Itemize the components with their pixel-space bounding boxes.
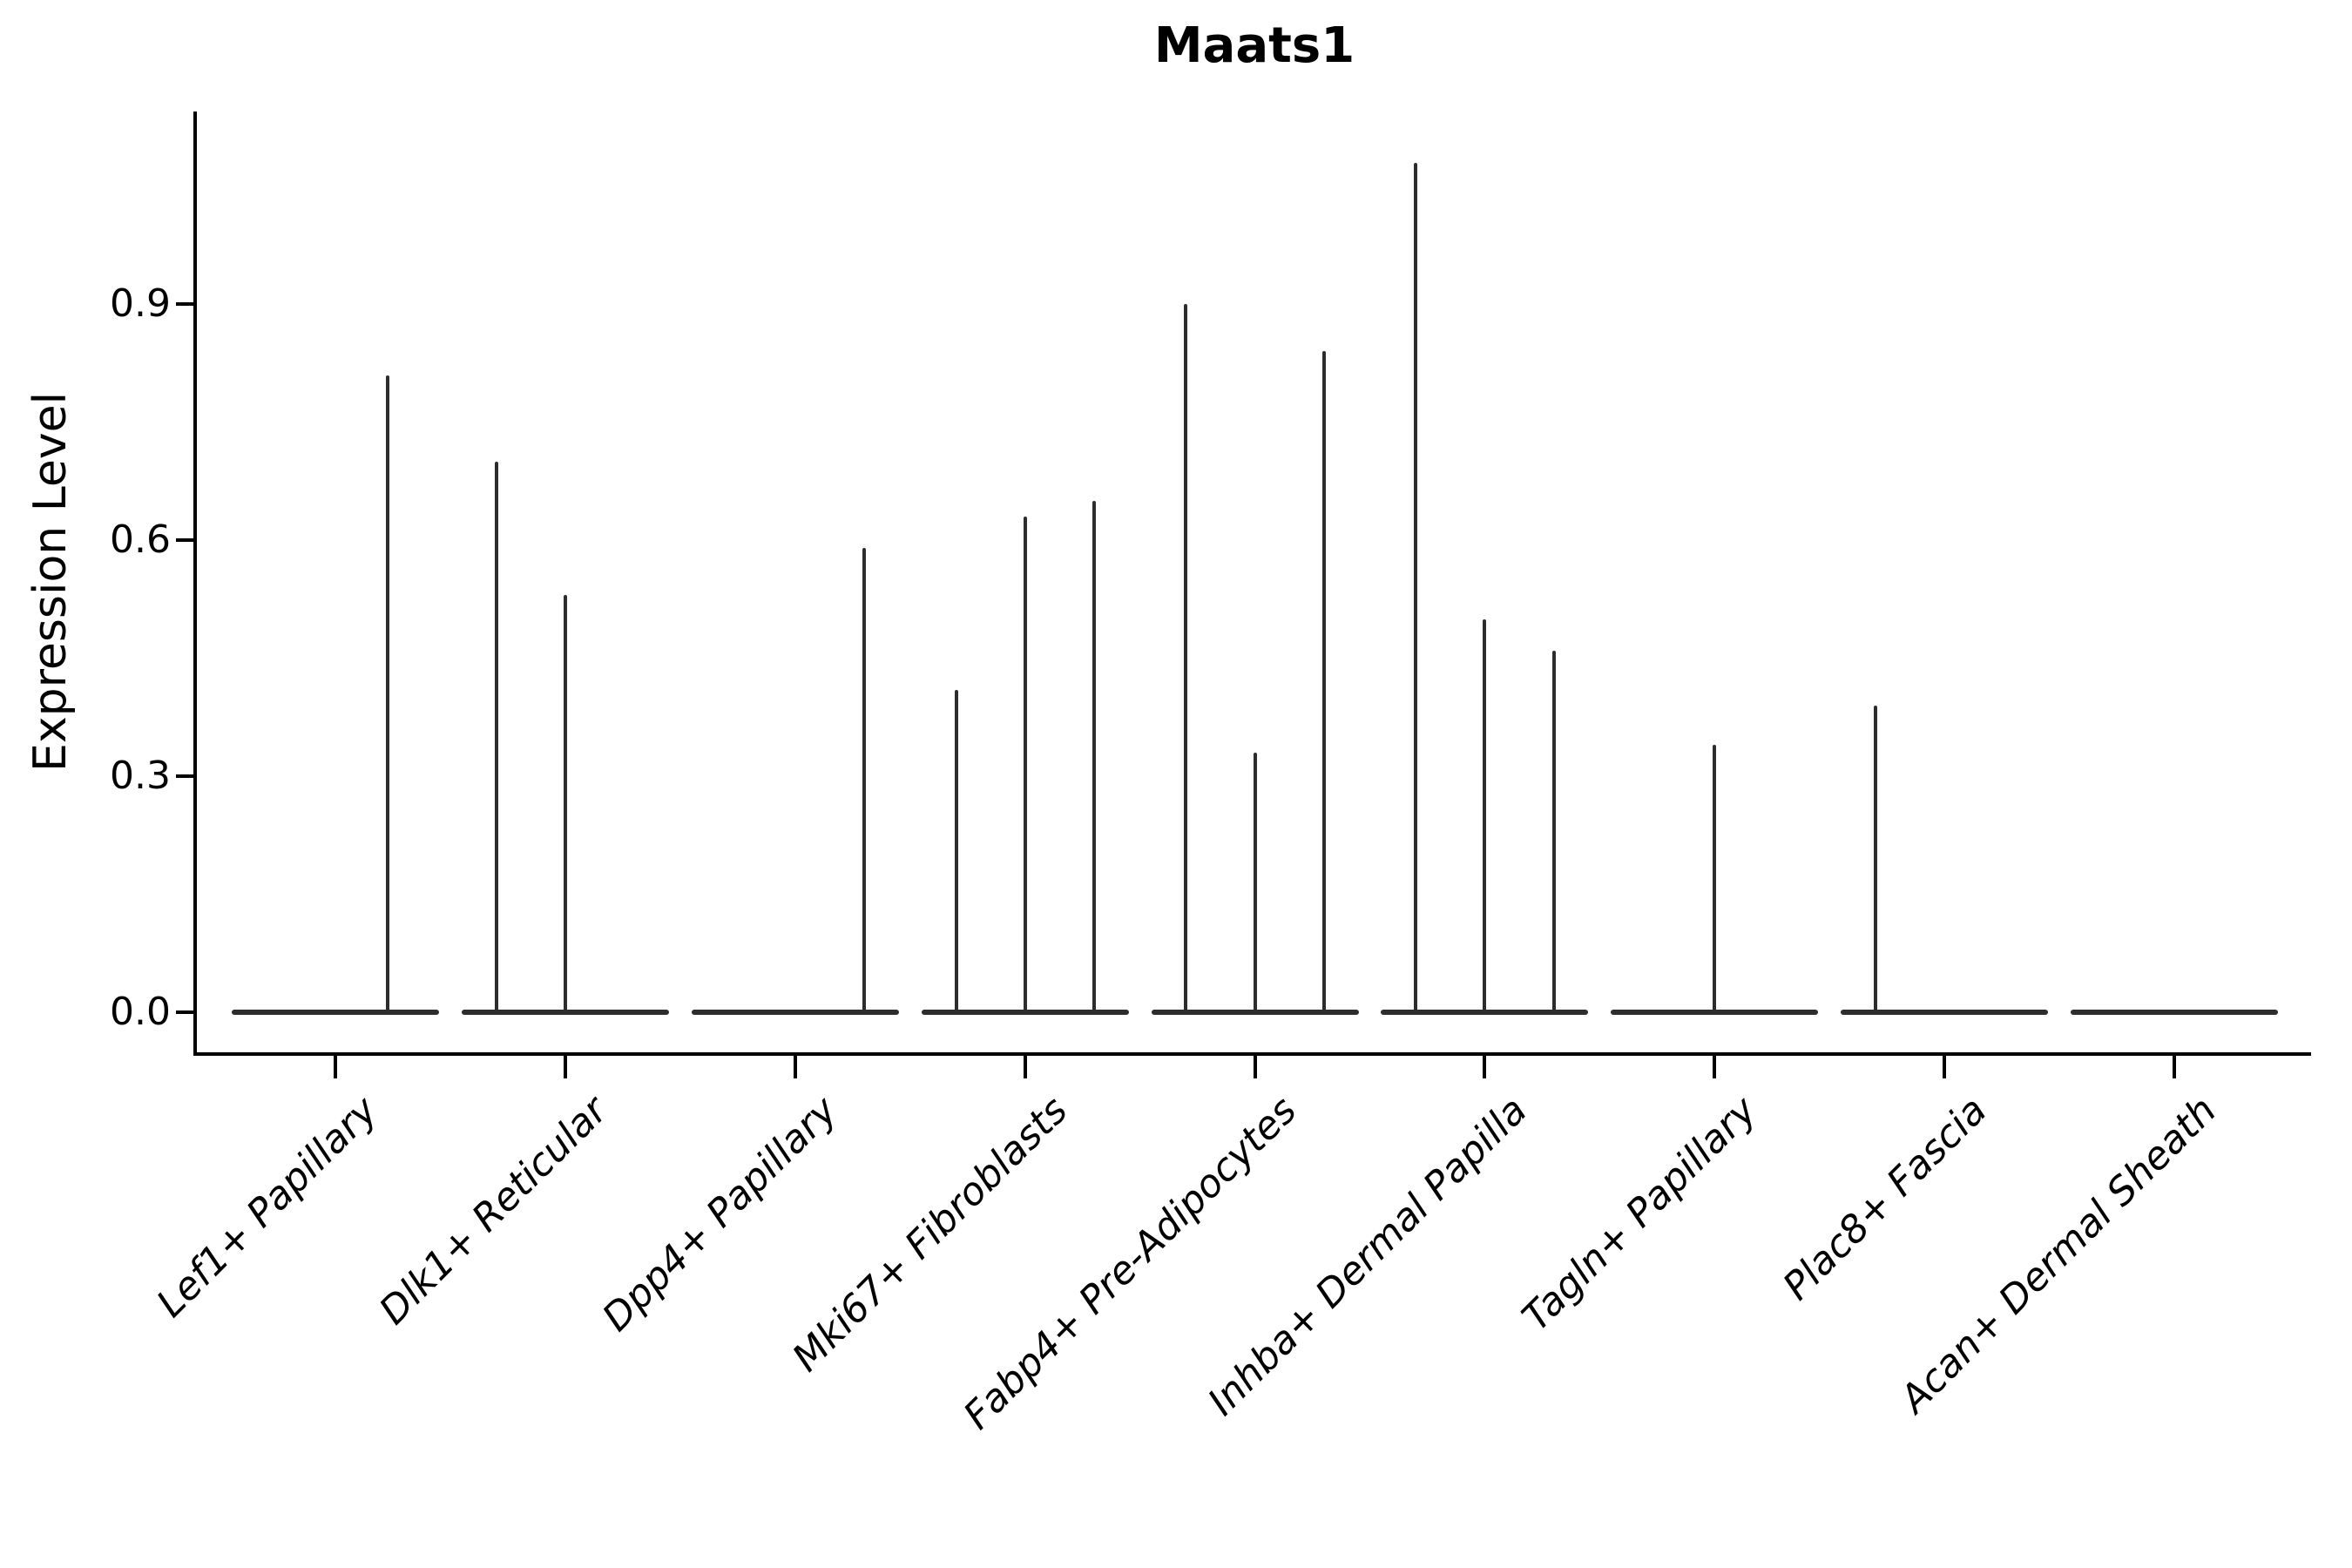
- violin-spike: [1551, 650, 1556, 1012]
- y-tick-label: 0.9: [110, 281, 171, 327]
- y-tick-mark: [176, 538, 193, 543]
- x-tick-label-7: Tagln+ Papillary: [1513, 1088, 1766, 1340]
- violin-baseline: [1841, 1010, 2048, 1015]
- x-tick-mark: [334, 1056, 338, 1078]
- violin-spike: [1321, 351, 1326, 1012]
- violin-baseline: [232, 1010, 440, 1015]
- violin-baseline: [692, 1010, 899, 1015]
- y-tick-mark: [176, 774, 193, 779]
- x-tick-label-8: Plac8+ Fascia: [1774, 1088, 1996, 1309]
- x-tick-label-3: Dpp4+ Papillary: [594, 1088, 847, 1341]
- violin-spike: [1713, 744, 1717, 1012]
- x-tick-mark: [1023, 1056, 1027, 1078]
- violin-spike: [385, 375, 389, 1012]
- y-tick-label: 0.0: [110, 990, 171, 1034]
- violin-spike: [564, 595, 568, 1012]
- violin-spike: [862, 548, 867, 1012]
- x-tick-mark: [1483, 1056, 1487, 1078]
- x-tick-mark: [1713, 1056, 1717, 1078]
- y-tick-mark: [176, 302, 193, 307]
- y-tick-mark: [176, 1010, 193, 1014]
- violin-spike: [495, 461, 499, 1012]
- violin-spike: [1092, 501, 1096, 1012]
- x-tick-label-2: Dlk1+ Reticular: [371, 1088, 617, 1334]
- violin-spike: [1184, 304, 1188, 1012]
- x-tick-mark: [794, 1056, 797, 1078]
- x-tick-mark: [1943, 1056, 1946, 1078]
- y-tick-label: 0.6: [110, 517, 171, 563]
- violin-spike: [1023, 517, 1027, 1012]
- x-tick-mark: [564, 1056, 568, 1078]
- violin-baseline: [462, 1010, 670, 1015]
- x-tick-mark: [1253, 1056, 1257, 1078]
- violin-spike: [1483, 618, 1487, 1012]
- violin-spike: [1414, 162, 1418, 1012]
- violin-baseline: [1151, 1010, 1359, 1015]
- plot-title: Maats1: [1153, 17, 1355, 74]
- y-axis-spine: [193, 112, 197, 1056]
- violin-spike: [1253, 753, 1257, 1012]
- y-tick-label: 0.3: [110, 754, 171, 799]
- violin-baseline: [1611, 1010, 1819, 1015]
- violin-spike: [1873, 705, 1877, 1012]
- x-tick-mark: [2172, 1056, 2176, 1078]
- violin-spike: [954, 689, 958, 1012]
- violin-baseline: [1381, 1010, 1589, 1015]
- violin-baseline: [921, 1010, 1129, 1015]
- x-axis-spine: [193, 1052, 2311, 1056]
- x-tick-label-1: Lef1+ Papillary: [148, 1088, 387, 1327]
- violin-baseline: [2070, 1010, 2278, 1015]
